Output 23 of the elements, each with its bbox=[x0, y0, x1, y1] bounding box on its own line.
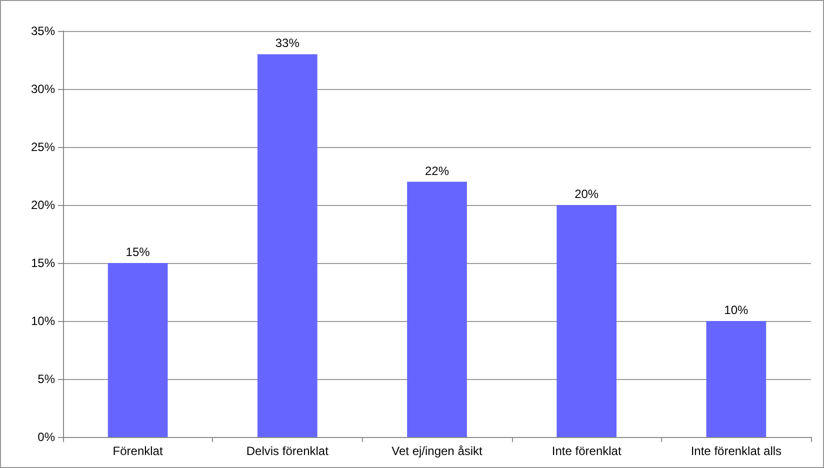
bar bbox=[556, 205, 617, 437]
data-label: 15% bbox=[126, 245, 150, 259]
y-tick-label: 0% bbox=[38, 430, 56, 444]
y-tick-label: 20% bbox=[30, 198, 56, 212]
data-label: 10% bbox=[724, 303, 749, 317]
y-tick-label: 15% bbox=[30, 256, 56, 270]
y-tick-label: 25% bbox=[30, 140, 56, 154]
x-tick-label: Förenklat bbox=[112, 444, 164, 458]
x-tick-label: Inte förenklat bbox=[552, 444, 622, 458]
bar bbox=[706, 321, 766, 437]
y-tick-label: 10% bbox=[30, 314, 56, 328]
data-label: 22% bbox=[424, 164, 450, 178]
x-tick-label: Inte förenklat alls bbox=[690, 444, 782, 458]
bar bbox=[257, 54, 318, 437]
y-tick-label: 5% bbox=[38, 372, 56, 386]
x-tick-label: Vet ej/ingen åsikt bbox=[392, 444, 484, 458]
x-tick-label: Delvis förenklat bbox=[246, 444, 330, 458]
data-label: 20% bbox=[574, 187, 599, 201]
bar bbox=[108, 263, 168, 437]
data-label: 33% bbox=[275, 36, 300, 50]
bar bbox=[407, 182, 467, 437]
y-tick-label: 30% bbox=[30, 82, 56, 96]
y-tick-label: 35% bbox=[30, 24, 56, 38]
